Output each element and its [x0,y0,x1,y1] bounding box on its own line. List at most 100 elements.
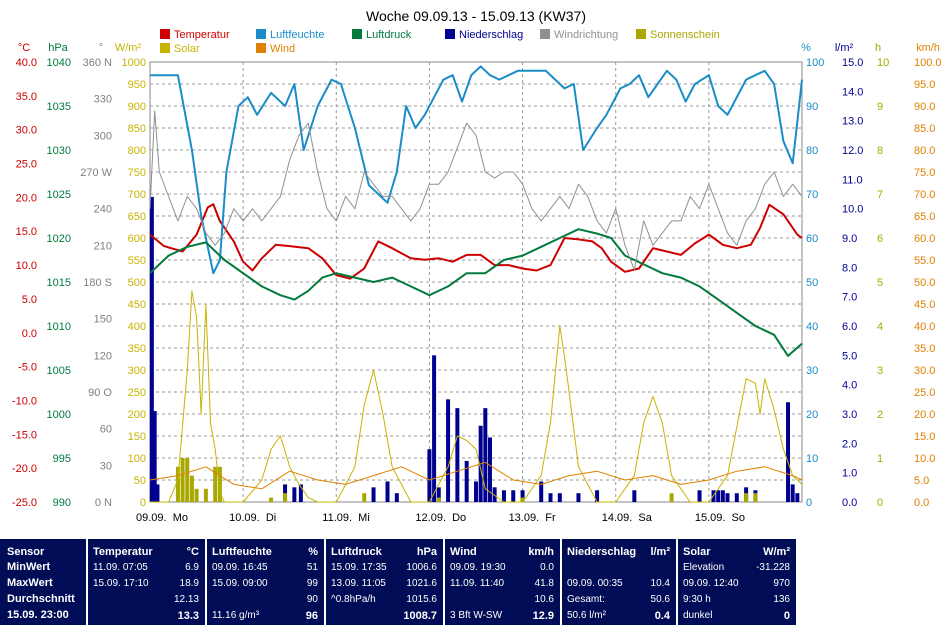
left-axis-tick-label: 35.0 [16,91,37,103]
bar-sonnenschein [520,497,525,502]
right-axis-tick-label: 1.0 [842,468,857,480]
right-axis-tick-label: 5 [877,277,883,289]
left-axis-tick-label: -20.0 [12,463,37,475]
solar-row-label: 09.09. 12:40 [683,578,739,589]
bar-niederschlag [716,490,721,502]
left-axis-tick-label: 300 [94,130,112,142]
summary-temperatur: Temperatur °C 11.09. 07:05 6.9 15.09. 17:10 1… [88,539,205,625]
right-axis-tick-label: 8 [877,145,883,157]
right-axis-tick-label: 30 [806,365,818,377]
left-axis-tick-label: 995 [53,453,71,465]
line-wind [149,461,803,490]
temperatur-unit: °C [186,546,199,558]
summary-wind: Wind km/h 09.09. 19:30 0.0 11.09. 11:40 41.8 1… [445,539,560,625]
niederschlag-unit: l/m² [650,546,670,558]
left-axis-tick-label: -10.0 [12,395,37,407]
left-axis-tick-label: 1005 [47,365,71,377]
luftdruck-current-value: 1008.7 [403,610,437,622]
right-axis-tick-label: 10.0 [842,204,863,216]
bar-niederschlag [385,481,390,502]
luftdruck-row-label: 13.09. 11:05 [331,578,386,589]
bar-niederschlag [292,487,297,502]
summary-sensor: Sensor MinWert MaxWert Durchschnitt 15.0… [0,539,86,625]
left-axis-tick-label: 1000 [47,409,71,421]
weather-chart: Woche 09.09.13 - 15.09.13 (KW37) Tempera… [12,8,942,524]
axis-units: °C hPa ° W/m²% l/m² h km/h [18,42,940,54]
x-axis-labels: 09.09. Mo 10.09. Di 11.09. Mi 12.09. Do 13.0… [136,512,745,524]
bar-niederschlag [697,490,702,502]
bar-niederschlag [786,402,791,502]
left-axis-tick-label: 550 [128,255,146,267]
wind-row-label: 11.09. 11:40 [450,578,505,589]
left-axis-tick-label: -5.0 [18,362,37,374]
left-axis-tick-label: 240 [94,204,112,216]
summary-luftdruck: Luftdruck hPa 15.09. 17:35 1006.6 13.09. 11:… [326,539,443,625]
bar-niederschlag [595,490,600,502]
chart-legend: Temperatur Luftfeuchte Luftdruck Niederschl… [160,29,720,55]
right-axis-tick-label: 40.0 [914,321,935,333]
bar-sonnenschein [175,466,180,502]
x-axis-tick-label: 12.09. Do [415,512,466,524]
line-solar [150,290,803,503]
left-axis-tick-label: 1020 [47,233,71,245]
bar-niederschlag [511,490,516,502]
right-axis-tick-label: 12.0 [842,145,863,157]
bar-niederschlag [501,490,506,502]
temperatur-row-value: 12.13 [173,594,199,605]
solar-header: Solar [683,546,711,558]
summary-niederschlag: Niederschlag l/m² 09.09. 00:35 10.4 Gesamt: 5… [562,539,676,625]
right-axis-tick-label: 13.0 [842,116,863,128]
left-axis-tick-label: 60 [100,424,112,436]
left-axis-tick-label: 1025 [47,189,71,201]
sensor-timestamp: 15.09. 23:00 [7,609,69,621]
legend-label: Solar [174,43,200,55]
right-axis-tick-label: 4.0 [842,380,857,392]
right-axis-tick-label: 20 [806,409,818,421]
left-axis-tick-label: 800 [128,145,146,157]
x-axis-tick-label: 15.09. So [695,512,745,524]
legend-label: Luftdruck [366,29,412,41]
left-axis-tick-label: 600 [128,233,146,245]
luftfeuchte-row-value: 99 [306,578,318,589]
x-axis-tick-label: 09.09. Mo [136,512,188,524]
bar-sonnenschein [185,458,190,502]
right-axis-tick-label: 2 [877,409,883,421]
solar-unit: W/m² [763,546,790,558]
right-axis-tick-label: 70 [806,189,818,201]
bar-niederschlag [455,408,460,502]
bar-niederschlag [725,493,730,502]
bar-niederschlag [795,493,800,502]
right-axis-unit: km/h [916,42,940,54]
bar-niederschlag [576,493,581,502]
left-axis-tick-label: 1010 [47,321,71,333]
right-axis-tick-label: 10 [877,57,889,69]
right-axis-tick-label: 11.0 [842,174,863,186]
luftdruck-row-value: 1006.6 [406,562,437,573]
left-axes: 40.0 35.0 30.0 25.0 20.0 15.0 10.0 5.0 0.0 -5.0 -1… [12,57,146,509]
left-axis-tick-label: 20.0 [16,192,37,204]
left-axis-tick-label: 1015 [47,277,71,289]
bar-niederschlag [548,493,553,502]
right-axis-tick-label: 100.0 [914,57,942,69]
solar-row-label: 9:30 h [683,594,711,605]
bar-niederschlag [371,487,376,502]
right-axis-tick-label: 30.0 [914,365,935,377]
left-axis-tick-label: 40.0 [16,57,37,69]
wind-current-label: 3 Bft W-SW [450,610,503,621]
right-axis-tick-label: 10 [806,453,818,465]
right-axis-tick-label: 95.0 [914,79,935,91]
bar-niederschlag [464,460,469,502]
summary-luftfeuchte: Luftfeuchte% 09.09. 16:45 51 15.09. 09:00 99… [207,539,324,625]
left-axis-tick-label: 650 [128,211,146,223]
left-axis-tick-label: 30.0 [16,125,37,137]
bar-sonnenschein [180,458,185,502]
line-windrichtung [149,110,803,271]
bar-sonnenschein [669,493,674,502]
temperatur-row-label: 11.09. 07:05 [93,562,148,573]
left-axis-tick-label: 200 [128,409,146,421]
left-axis-tick-label: -25.0 [12,497,37,509]
niederschlag-row-value: 10.4 [650,578,670,589]
legend-swatch [160,43,170,53]
bar-niederschlag [539,481,544,502]
legend-swatch [445,29,455,39]
